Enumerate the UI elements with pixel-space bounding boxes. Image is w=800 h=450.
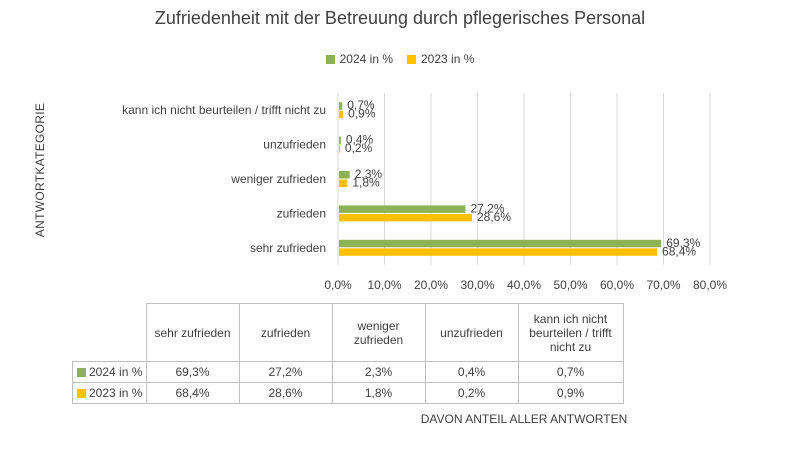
x-tick-label: 60,0% [600,278,634,292]
data-label: 0,4% [346,133,374,147]
table-header-cell: zufrieden [238,303,333,362]
table-row-header: 2024 in % [72,361,147,383]
x-tick-label: 70,0% [646,278,680,292]
x-tick-label: 80,0% [693,278,727,292]
table-row-header: 2023 in % [72,382,147,404]
bar-2024 [339,136,341,145]
bar-2023 [339,179,348,187]
category-label: unzufrieden [263,138,326,152]
data-label: 68,4% [662,244,696,258]
category-label: weniger zufrieden [230,172,326,186]
legend-item-2023: 2023 in % [407,52,474,66]
bar-2023 [339,213,472,222]
table-cell: 0,2% [424,382,519,404]
category-label: sehr zufrieden [250,241,326,255]
table-cell: 0,9% [517,382,624,404]
table-row-label: 2023 in % [89,386,143,400]
category-label: kann ich nicht beurteilen / trifft nicht… [122,103,326,117]
data-label: 2,3% [355,167,383,181]
x-tick-label: 20,0% [414,278,448,292]
table-cell: 69,3% [145,361,240,383]
data-label: 28,6% [477,210,511,224]
category-label: zufrieden [277,206,326,220]
x-tick-label: 0,0% [324,278,352,292]
table-corner [72,303,147,362]
table-cell: 0,4% [424,361,519,383]
bar-2024 [339,205,466,213]
legend-swatch-2023 [407,54,416,64]
table-header-cell: weniger zufrieden [331,303,426,362]
chart-title: Zufriedenheit mit der Betreuung durch pf… [154,8,646,28]
table-cell: 1,8% [331,382,426,404]
data-label: 1,8% [352,176,380,190]
table-row-label: 2024 in % [89,365,143,379]
table-header-cell: unzufrieden [424,303,519,362]
table-cell: 27,2% [238,361,333,383]
bar-2023 [339,145,340,153]
x-tick-label: 50,0% [553,278,587,292]
table-swatch-2023 [77,389,86,399]
table-swatch-2024 [77,368,86,378]
table-row-2023: 2023 in % 68,4% 28,6% 1,8% 0,2% 0,9% [72,382,624,404]
data-label: 0,7% [347,98,375,112]
data-label: 0,2% [345,141,373,155]
bar-2023 [339,110,344,119]
table-row-2024: 2024 in % 69,3% 27,2% 2,3% 0,4% 0,7% [72,361,624,383]
legend-label-2024: 2024 in % [339,52,393,66]
data-table: sehr zufrieden zufrieden weniger zufried… [72,303,624,404]
bar-2024 [339,171,350,179]
x-axis-label: DAVON ANTEIL ALLER ANTWORTEN [420,412,628,426]
data-label: 0,9% [348,107,376,121]
table-header-cell: kann ich nicht beurteilen / trifft nicht… [517,303,624,362]
legend-label-2023: 2023 in % [421,52,475,66]
x-tick-label: 30,0% [460,278,494,292]
bar-2024 [339,239,662,248]
x-tick-label: 10,0% [367,278,401,292]
table-header-cell: sehr zufrieden [145,303,240,362]
x-tick-label: 40,0% [507,278,541,292]
table-cell: 68,4% [145,382,240,404]
data-label: 69,3% [666,236,700,250]
bar-2024 [339,102,343,110]
data-label: 27,2% [470,201,504,215]
table-cell: 28,6% [238,382,333,404]
legend-item-2024: 2024 in % [325,52,393,66]
table-cell: 0,7% [517,361,624,383]
legend: 2024 in % 2023 in % [0,52,800,66]
legend-swatch-2024 [325,54,335,64]
bar-2023 [339,248,658,256]
table-header-row: sehr zufrieden zufrieden weniger zufried… [72,303,624,362]
table-cell: 2,3% [331,361,426,383]
